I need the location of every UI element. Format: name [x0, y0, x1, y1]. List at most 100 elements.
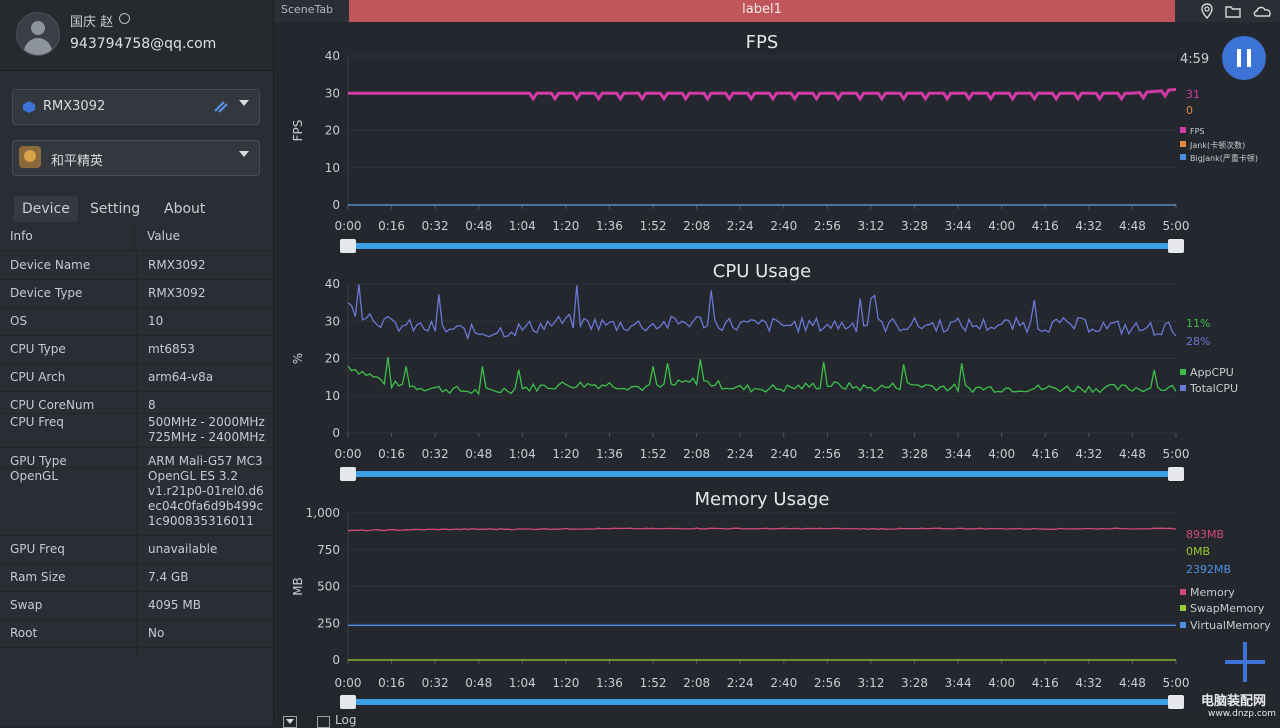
- current-value-label: 31: [1186, 88, 1200, 101]
- current-value-label: 28%: [1186, 335, 1210, 348]
- x-tick-label: 3:12: [857, 676, 884, 690]
- profile-header: 国庆 赵 943794758@qq.com: [0, 0, 273, 71]
- watermark: 电脑装配网 www.dnzp.com: [1196, 688, 1280, 726]
- legend-swatch: [1180, 622, 1186, 628]
- label-tab[interactable]: label1: [349, 0, 1175, 22]
- slider-handle-end[interactable]: [1168, 239, 1184, 253]
- charts-area: FPS FPS 0 10 20 30 40 0:00 0:16 0:32 0:48 1:04 1:20 1…: [291, 32, 1271, 709]
- info-key: OpenGL: [10, 469, 59, 483]
- log-label: Log: [335, 713, 357, 727]
- x-tick-label: 3:12: [857, 219, 884, 233]
- x-tick-label: 3:28: [901, 676, 928, 690]
- x-tick-label: 1:20: [552, 676, 579, 690]
- profile-email: 943794758@qq.com: [70, 36, 217, 52]
- x-tick-label: 2:56: [814, 219, 841, 233]
- x-tick-label: 2:56: [814, 676, 841, 690]
- chart-title: FPS: [746, 32, 779, 53]
- x-tick-label: 0:48: [465, 219, 492, 233]
- time-range-slider[interactable]: [348, 699, 1176, 705]
- y-axis-label: %: [291, 353, 305, 364]
- pause-icon: [1237, 49, 1241, 67]
- x-tick-label: 1:20: [552, 447, 579, 461]
- y-tick-label: 250: [317, 616, 340, 630]
- table-row: Ram Size 7.4 GB: [0, 563, 273, 598]
- watermark-title: 电脑装配网: [1201, 694, 1267, 709]
- table-header-row: Info Value: [0, 223, 273, 251]
- x-tick-label: 2:24: [727, 676, 754, 690]
- y-tick-label: 40: [325, 277, 340, 291]
- table-row: GPU Type ARM Mali-G57 MC3: [0, 447, 273, 474]
- chart-title: CPU Usage: [713, 261, 811, 282]
- folder-icon[interactable]: [1224, 2, 1242, 20]
- time-range-slider[interactable]: [348, 471, 1176, 477]
- table-row: GPU Freq unavailable: [0, 535, 273, 570]
- x-tick-label: 4:32: [1075, 676, 1102, 690]
- bottom-bar: [274, 712, 1280, 726]
- device-select-value: RMX3092: [43, 99, 106, 114]
- game-select-value: 和平精英: [51, 154, 104, 169]
- x-tick-label: 1:36: [596, 676, 623, 690]
- x-tick-label: 2:40: [770, 676, 797, 690]
- slider-handle-end[interactable]: [1168, 695, 1184, 709]
- legend-swatch: [1180, 154, 1186, 160]
- x-tick-label: 1:04: [509, 676, 536, 690]
- legend-swatch: [1180, 385, 1186, 391]
- power-icon[interactable]: [119, 13, 130, 24]
- x-tick-label: 4:00: [988, 676, 1015, 690]
- scene-tab[interactable]: SceneTab: [281, 3, 334, 16]
- current-value-label: 0MB: [1186, 545, 1210, 558]
- x-tick-label: 0:00: [335, 676, 362, 690]
- y-tick-label: 10: [325, 161, 340, 175]
- slider-handle-start[interactable]: [340, 695, 356, 709]
- y-tick-label: 0: [332, 426, 340, 440]
- x-tick-label: 1:36: [596, 219, 623, 233]
- location-pin-icon[interactable]: [1198, 2, 1216, 20]
- y-tick-label: 30: [325, 86, 340, 100]
- table-row: CPU Type mt6853: [0, 335, 273, 370]
- legend-label: BigJank(严重卡顿): [1190, 153, 1258, 163]
- info-key: CPU Type: [10, 342, 66, 356]
- watermark-url: www.dnzp.com: [1208, 709, 1277, 719]
- x-tick-label: 4:16: [1032, 219, 1059, 233]
- info-value: 4095 MB: [136, 591, 274, 626]
- pause-button[interactable]: [1222, 36, 1266, 80]
- series-line-appcpu: [347, 357, 1177, 396]
- info-value: No: [136, 619, 274, 654]
- device-select[interactable]: RMX3092: [12, 89, 260, 125]
- info-key: CPU Arch: [10, 370, 66, 384]
- x-tick-label: 3:12: [857, 447, 884, 461]
- x-tick-label: 4:48: [1119, 447, 1146, 461]
- info-key: Device Name: [10, 258, 91, 272]
- device-icon: [23, 101, 35, 113]
- info-header-value: Value: [134, 223, 273, 251]
- collapse-toggle[interactable]: [283, 716, 297, 728]
- avatar[interactable]: [16, 12, 60, 56]
- info-value: 10: [136, 307, 274, 342]
- legend-label: Memory: [1190, 586, 1235, 599]
- slider-handle-end[interactable]: [1168, 467, 1184, 481]
- current-value-label: 11%: [1186, 317, 1210, 330]
- tab-about[interactable]: About: [164, 201, 206, 217]
- log-checkbox[interactable]: [317, 716, 330, 728]
- tab-device[interactable]: Device: [14, 196, 78, 222]
- time-range-slider[interactable]: [348, 243, 1176, 249]
- slider-handle-start[interactable]: [340, 239, 356, 253]
- link-icon[interactable]: [212, 99, 230, 115]
- info-value: 8: [136, 391, 274, 420]
- x-tick-label: 2:40: [770, 219, 797, 233]
- legend-label: FPS: [1190, 127, 1205, 136]
- add-button[interactable]: [1225, 640, 1269, 684]
- x-tick-label: 5:00: [1163, 447, 1190, 461]
- chevron-down-icon: [239, 151, 249, 157]
- device-info-table: Info Value: [0, 223, 273, 251]
- y-tick-label: 0: [332, 653, 340, 667]
- info-value: RMX3092: [136, 251, 274, 286]
- info-key: GPU Freq: [10, 542, 65, 556]
- legend-label: VirtualMemory: [1190, 619, 1271, 632]
- cloud-icon[interactable]: [1251, 2, 1275, 20]
- y-tick-label: 40: [325, 49, 340, 63]
- legend-label: SwapMemory: [1190, 602, 1265, 615]
- tab-setting[interactable]: Setting: [90, 201, 141, 217]
- slider-handle-start[interactable]: [340, 467, 356, 481]
- game-select[interactable]: 和平精英: [12, 140, 260, 176]
